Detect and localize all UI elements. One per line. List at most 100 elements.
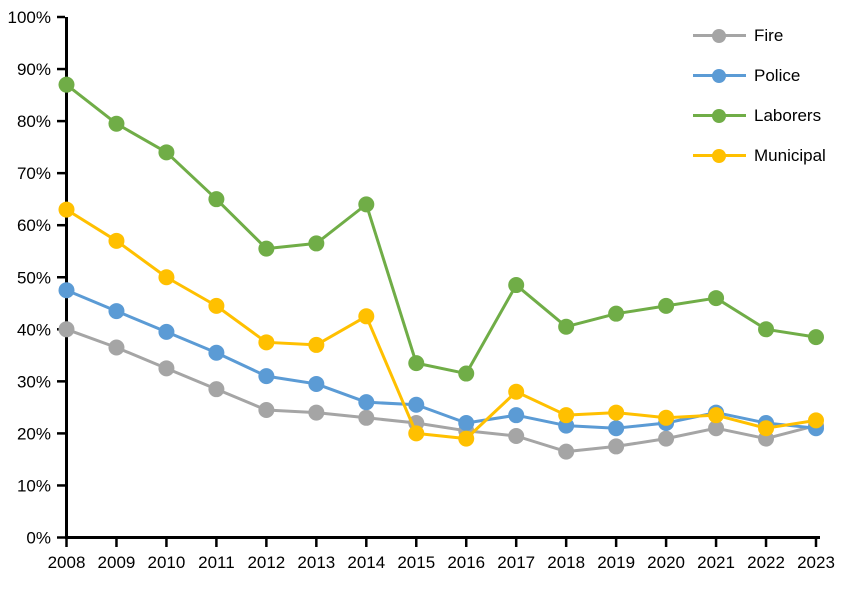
police-line-swatch xyxy=(693,68,746,83)
municipal-data-point xyxy=(608,404,625,421)
laborers-data-point xyxy=(308,235,325,252)
x-axis-tick-label: 2021 xyxy=(697,553,735,572)
y-axis-tick-label: 30% xyxy=(17,372,51,391)
laborers-data-point xyxy=(708,290,725,307)
fire-data-point xyxy=(708,420,725,437)
fire-series-line xyxy=(65,327,818,454)
municipal-data-point xyxy=(658,409,675,426)
municipal-data-point xyxy=(708,407,725,424)
x-axis-tick-label: 2022 xyxy=(747,553,785,572)
municipal-data-point xyxy=(408,425,425,442)
y-axis-tick-label: 70% xyxy=(17,164,51,183)
municipal-data-point xyxy=(358,308,375,325)
laborers-data-point xyxy=(758,321,775,338)
police-series-line xyxy=(65,288,818,430)
x-axis-tick-label: 2015 xyxy=(397,553,435,572)
legend-label-municipal: Municipal xyxy=(754,146,826,165)
police-data-point xyxy=(458,414,475,431)
fire-line-swatch xyxy=(693,28,746,43)
x-axis-tick-label: 2019 xyxy=(597,553,635,572)
x-axis-tick-label: 2016 xyxy=(447,553,485,572)
x-axis-tick-label: 2011 xyxy=(198,553,235,572)
laborers-marker-dot xyxy=(712,108,726,123)
x-axis-tick-label: 2023 xyxy=(797,553,835,572)
laborers-data-point xyxy=(458,365,475,382)
laborers-data-point xyxy=(158,144,175,161)
x-axis-tick-label: 2010 xyxy=(148,553,186,572)
municipal-data-point xyxy=(208,297,225,314)
legend-item-fire: Fire xyxy=(693,26,826,45)
laborers-data-point xyxy=(358,196,375,213)
municipal-data-point xyxy=(158,269,175,286)
y-axis-tick-label: 50% xyxy=(17,268,51,287)
laborers-data-point xyxy=(58,76,75,93)
x-axis-tick-label: 2013 xyxy=(297,553,335,572)
laborers-data-point xyxy=(808,329,824,346)
y-axis-tick-label: 100% xyxy=(8,8,51,27)
x-axis-tick-label: 2014 xyxy=(347,553,385,572)
y-axis-tick-label: 40% xyxy=(17,320,51,339)
police-data-point xyxy=(158,323,175,340)
legend-label-police: Police xyxy=(754,66,801,85)
x-axis-tick-label: 2012 xyxy=(247,553,285,572)
laborers-data-point xyxy=(558,318,575,335)
y-axis-tick-label: 20% xyxy=(17,424,51,443)
chart-legend: Fire Police Laborers Municipal xyxy=(693,26,826,188)
legend-label-fire: Fire xyxy=(754,26,784,45)
x-axis-tick-label: 2020 xyxy=(647,553,685,572)
laborers-data-point xyxy=(658,297,675,314)
y-axis-tick-label: 10% xyxy=(17,476,51,495)
police-data-point xyxy=(58,282,75,299)
municipal-data-point xyxy=(108,232,125,249)
municipal-data-point xyxy=(808,412,824,429)
police-data-point xyxy=(208,344,225,361)
municipal-data-point xyxy=(558,407,575,424)
legend-item-laborers: Laborers xyxy=(693,106,826,125)
fire-data-point xyxy=(358,409,375,426)
police-marker-dot xyxy=(712,68,726,83)
fire-data-point xyxy=(208,381,225,398)
y-axis-tick-label: 0% xyxy=(26,529,51,548)
police-data-point xyxy=(608,420,625,437)
x-axis-tick-label: 2009 xyxy=(98,553,136,572)
municipal-line-swatch xyxy=(693,148,746,163)
police-data-point xyxy=(308,375,325,392)
fire-data-point xyxy=(558,443,575,460)
y-axis-tick-label: 80% xyxy=(17,112,51,131)
fire-data-point xyxy=(58,321,75,338)
x-axis-tick-label: 2008 xyxy=(48,553,86,572)
laborers-data-point xyxy=(608,305,625,322)
police-data-point xyxy=(408,396,425,413)
laborers-data-point xyxy=(408,355,425,372)
legend-item-municipal: Municipal xyxy=(693,146,826,165)
laborers-series-line xyxy=(65,83,818,376)
laborers-data-point xyxy=(258,240,275,257)
fire-data-point xyxy=(658,430,675,447)
police-data-point xyxy=(508,407,525,424)
legend-item-police: Police xyxy=(693,66,826,85)
y-axis-tick-label: 60% xyxy=(17,216,51,235)
laborers-data-point xyxy=(108,115,125,132)
fire-marker-dot xyxy=(712,28,726,43)
fire-data-point xyxy=(308,404,325,421)
fire-data-point xyxy=(108,339,125,356)
legend-label-laborers: Laborers xyxy=(754,106,822,125)
municipal-data-point xyxy=(308,336,325,353)
fire-data-point xyxy=(258,401,275,418)
x-axis-tick-label: 2017 xyxy=(497,553,535,572)
laborers-data-point xyxy=(208,191,225,208)
municipal-data-point xyxy=(58,201,75,218)
laborers-line-swatch xyxy=(693,108,746,123)
y-axis-tick-label: 90% xyxy=(17,60,51,79)
police-data-point xyxy=(258,368,275,385)
x-axis-tick-label: 2018 xyxy=(547,553,585,572)
police-data-point xyxy=(358,394,375,411)
fire-data-point xyxy=(158,360,175,377)
municipal-data-point xyxy=(458,430,475,447)
laborers-data-point xyxy=(508,277,525,294)
municipal-series-line xyxy=(65,208,818,441)
fire-data-point xyxy=(508,428,525,445)
municipal-data-point xyxy=(258,334,275,351)
